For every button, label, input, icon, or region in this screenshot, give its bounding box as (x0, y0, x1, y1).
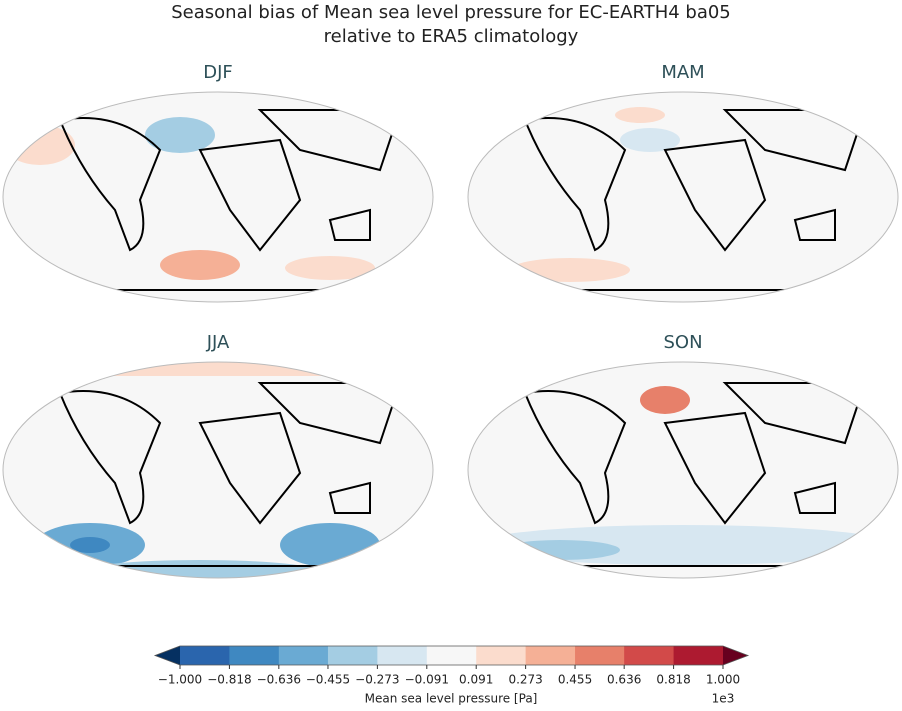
colorbar-segment (575, 646, 625, 665)
colorbar-extend-low (155, 646, 180, 665)
colorbar-tick-label: −0.455 (306, 673, 350, 687)
figure-title: Seasonal bias of Mean sea level pressure… (171, 2, 731, 23)
colorbar-segment (377, 646, 428, 665)
colorbar-segment (229, 646, 280, 665)
panel-title: SON (663, 332, 702, 353)
panel-title: DJF (203, 62, 233, 83)
colorbar-segment (278, 646, 329, 665)
colorbar-tick-label: −0.091 (405, 673, 449, 687)
colorbar-label: Mean sea level pressure [Pa] (365, 692, 538, 706)
map-frame (467, 91, 899, 303)
colorbar-segment (426, 646, 477, 665)
panel-title: MAM (661, 62, 704, 83)
colorbar-extend-high (723, 646, 748, 665)
colorbar-segment (673, 646, 724, 665)
colorbar-segment (525, 646, 576, 665)
figure-subtitle: relative to ERA5 climatology (324, 26, 579, 47)
colorbar-tick-label: 0.636 (607, 673, 641, 687)
colorbar-multiplier: 1e3 (712, 692, 735, 706)
colorbar-tick-label: −1.000 (158, 673, 202, 687)
colorbar-segment (180, 646, 230, 665)
colorbar-tick-label: −0.273 (355, 673, 399, 687)
colorbar-tick-label: 0.273 (508, 673, 542, 687)
colorbar-tick-label: 0.455 (558, 673, 592, 687)
colorbar-segment (327, 646, 378, 665)
map (468, 92, 898, 302)
colorbar-tick-label: 0.091 (459, 673, 493, 687)
panel-title: JJA (206, 332, 230, 353)
map-frame (2, 91, 434, 303)
colorbar-tick-label: 0.818 (656, 673, 690, 687)
map (3, 92, 433, 302)
colorbar-tick-label: −0.636 (257, 673, 301, 687)
map (468, 362, 898, 578)
map-frame (467, 361, 899, 579)
colorbar-segment (624, 646, 675, 665)
colorbar-tick-label: −0.818 (207, 673, 251, 687)
map-frame (2, 361, 434, 579)
colorbar-segment (476, 646, 527, 665)
colorbar-tick-label: 1.000 (706, 673, 740, 687)
